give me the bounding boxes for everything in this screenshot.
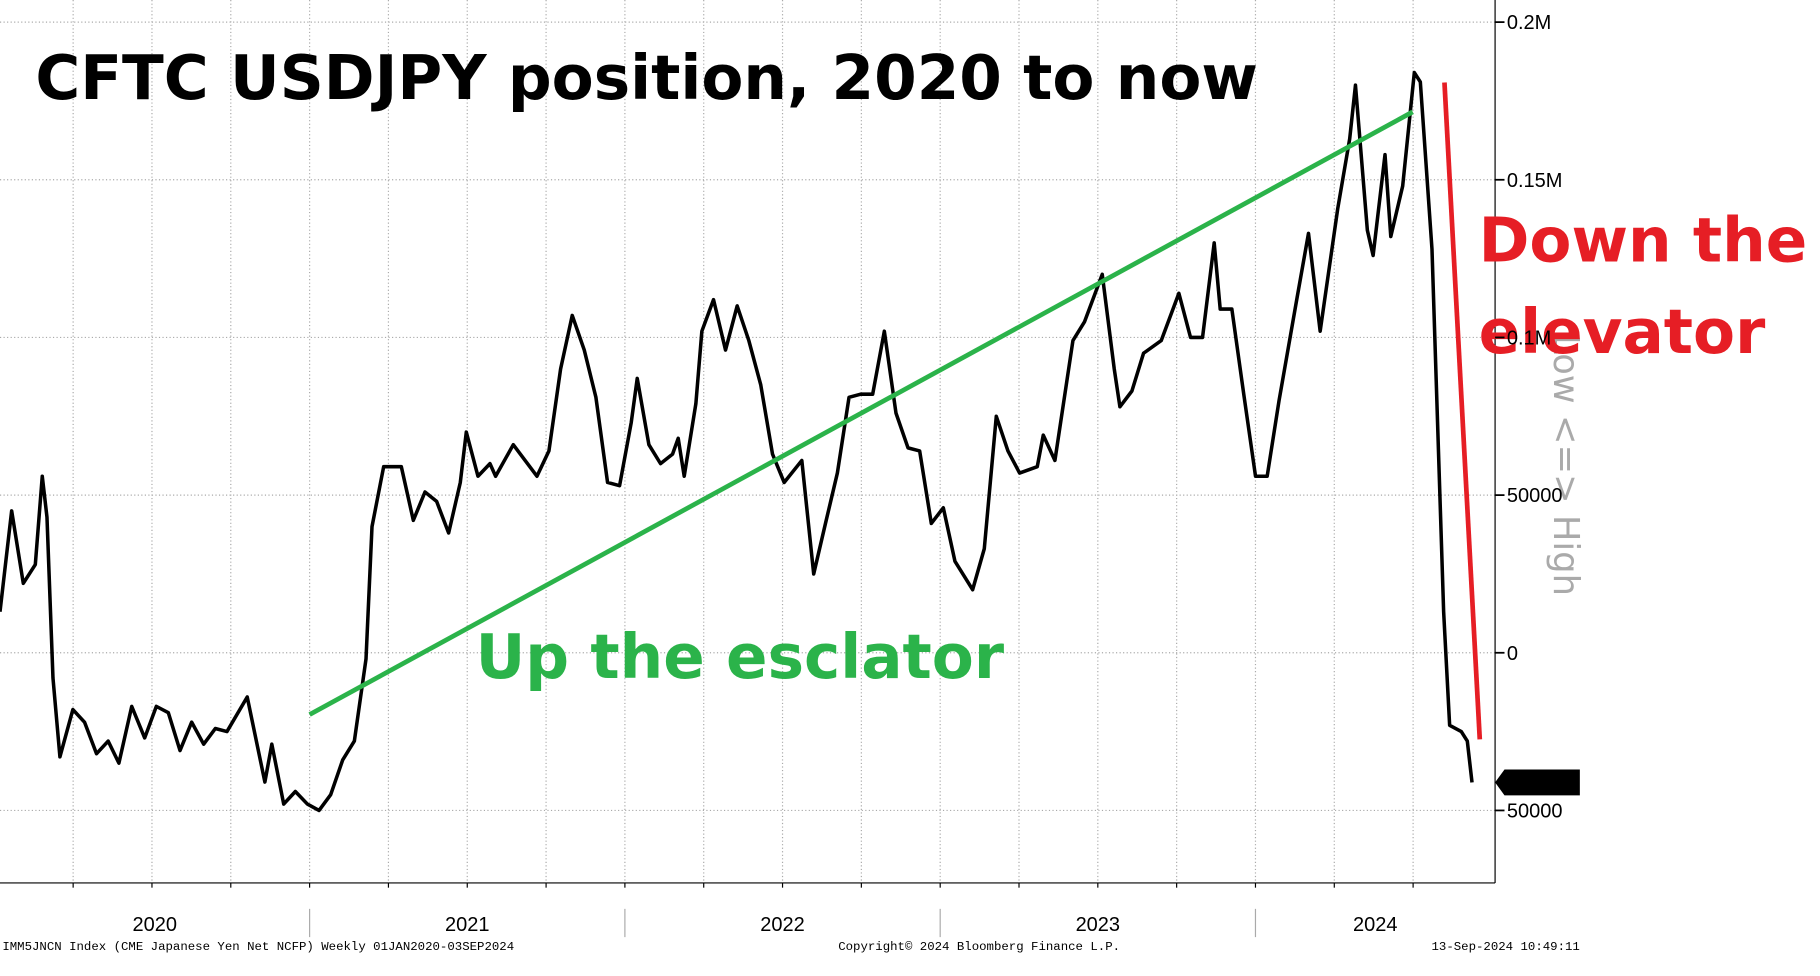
y-tick-label: 50000	[1507, 800, 1563, 822]
footer-right: 13-Sep-2024 10:49:11	[1432, 940, 1580, 954]
x-tick-label: 2020	[133, 914, 178, 936]
y-tick-label: 50000	[1507, 485, 1563, 507]
trend-down-line	[1442, 82, 1483, 740]
grid	[0, 0, 1496, 883]
y-tick-label: 0.15M	[1507, 170, 1563, 192]
annotation: Down the	[1479, 205, 1808, 276]
marks	[0, 70, 1474, 813]
axis-note: Low <=> High	[1545, 334, 1586, 596]
y-tick-label: 0.1M	[1507, 328, 1551, 350]
last-value-tag	[1495, 769, 1580, 796]
annotation: Up the esclator	[476, 622, 1004, 693]
footer-left: IMM5JNCN Index (CME Japanese Yen Net NCF…	[2, 940, 514, 954]
chart-title: CFTC USDJPY position, 2020 to now	[35, 43, 1258, 114]
x-tick-label: 2023	[1076, 914, 1121, 936]
y-tick-label: 0.2M	[1507, 12, 1551, 34]
x-tick-label: 2022	[760, 914, 805, 936]
series-line	[0, 70, 1474, 813]
y-tick-label: 0	[1507, 643, 1518, 665]
annotation: elevator	[1479, 297, 1766, 368]
footer-center: Copyright© 2024 Bloomberg Finance L.P.	[838, 940, 1120, 954]
last-value-label: 41116	[1507, 772, 1560, 794]
x-tick-label: 2024	[1353, 914, 1398, 936]
x-tick-label: 2021	[445, 914, 490, 936]
trend-up-line	[308, 109, 1414, 717]
